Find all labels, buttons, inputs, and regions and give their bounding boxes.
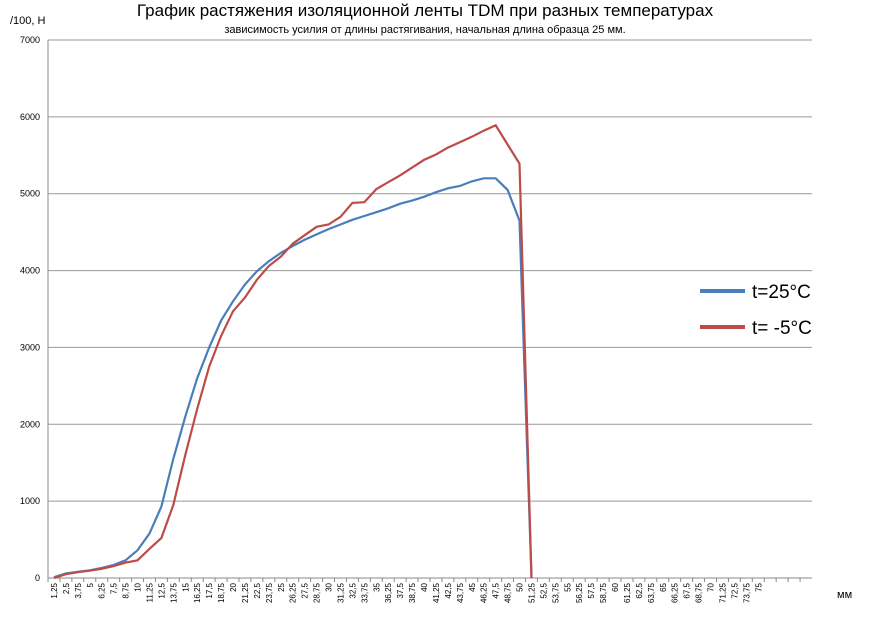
chart-title: График растяжения изоляционной ленты TDM… [137,1,714,20]
x-tick-label: 17,5 [205,582,214,598]
y-tick-label: 4000 [20,266,40,276]
x-tick-label: 47,5 [492,582,501,598]
x-tick-label: 43,75 [456,582,465,603]
x-tick-label: 33,75 [360,582,369,603]
y-axis-label: /100, Н [10,15,46,27]
x-tick-label: 38,75 [408,582,417,603]
legend-label: t=25°C [752,282,811,303]
x-tick-label: 45 [468,582,477,591]
x-tick-label: 35 [372,582,381,591]
x-tick-label: 28,75 [313,582,322,603]
x-tick-label: 36,25 [384,582,393,603]
x-tick-label: 71,25 [718,582,727,603]
x-tick-label: 2,5 [62,582,71,594]
chart-subtitle: зависимость усилия от длины растягивания… [224,24,625,36]
x-tick-label: 70 [707,582,716,591]
x-tick-label: 75 [754,582,763,591]
x-tick-label: 53,75 [551,582,560,603]
x-tick-label: 31,25 [336,582,345,603]
x-tick-label: 18,75 [217,582,226,603]
x-tick-label: 48,75 [504,582,513,603]
x-tick-label: 7,5 [110,582,119,594]
x-tick-label: 32,5 [348,582,357,598]
line-series [53,177,533,579]
x-tick-label: 1,25 [50,582,59,598]
x-tick-label: 58,75 [599,582,608,603]
x-tick-label: 63,75 [647,582,656,603]
x-tick-label: 68,75 [695,582,704,603]
y-tick-label: 6000 [20,112,40,122]
x-tick-label: 66,25 [671,582,680,603]
x-tick-label: 42,5 [444,582,453,598]
x-tick-label: 3,75 [74,582,83,598]
y-tick-label: 7000 [20,35,40,45]
x-tick-label: 67,5 [683,582,692,598]
x-tick-label: 41,25 [432,582,441,603]
x-tick-label: 25 [277,582,286,591]
y-tick-label: 2000 [20,419,40,429]
x-tick-label: 5 [86,582,95,587]
x-tick-label: 72,5 [730,582,739,598]
x-axis-label: мм [837,589,852,601]
legend-label: t= -5°C [752,318,812,339]
x-tick-label: 22,5 [253,582,262,598]
x-tick-label: 26,25 [289,582,298,603]
x-tick-label: 61,25 [623,582,632,603]
x-tick-label: 27,5 [301,582,310,598]
x-tick-label: 8,75 [122,582,131,598]
x-tick-label: 12,5 [157,582,166,598]
x-tick-label: 50 [516,582,525,591]
x-tick-label: 52,5 [539,582,548,598]
x-tick-label: 37,5 [396,582,405,598]
x-tick-label: 56,25 [575,582,584,603]
x-tick-label: 16,25 [193,582,202,603]
x-tick-label: 40 [420,582,429,591]
x-tick-label: 65 [659,582,668,591]
x-tick-label: 21,25 [241,582,250,603]
x-tick-label: 13,75 [169,582,178,603]
x-tick-label: 73,75 [742,582,751,603]
x-tick-label: 51,25 [527,582,536,603]
x-tick-label: 62,5 [635,582,644,598]
x-tick-label: 23,75 [265,582,274,603]
x-tick-label: 11,25 [145,582,154,602]
x-tick-label: 57,5 [587,582,596,598]
x-tick-label: 15 [181,582,190,591]
y-tick-label: 5000 [20,189,40,199]
line-series [53,123,533,580]
x-tick-label: 30 [325,582,334,591]
y-tick-label: 3000 [20,342,40,352]
x-tick-label: 55 [563,582,572,591]
y-tick-label: 1000 [20,496,40,506]
x-tick-label: 10 [134,582,143,591]
x-tick-label: 20 [229,582,238,591]
x-tick-label: 46,25 [480,582,489,603]
x-tick-label: 60 [611,582,620,591]
x-tick-label: 6,25 [98,582,107,598]
y-tick-label: 0 [35,573,40,583]
